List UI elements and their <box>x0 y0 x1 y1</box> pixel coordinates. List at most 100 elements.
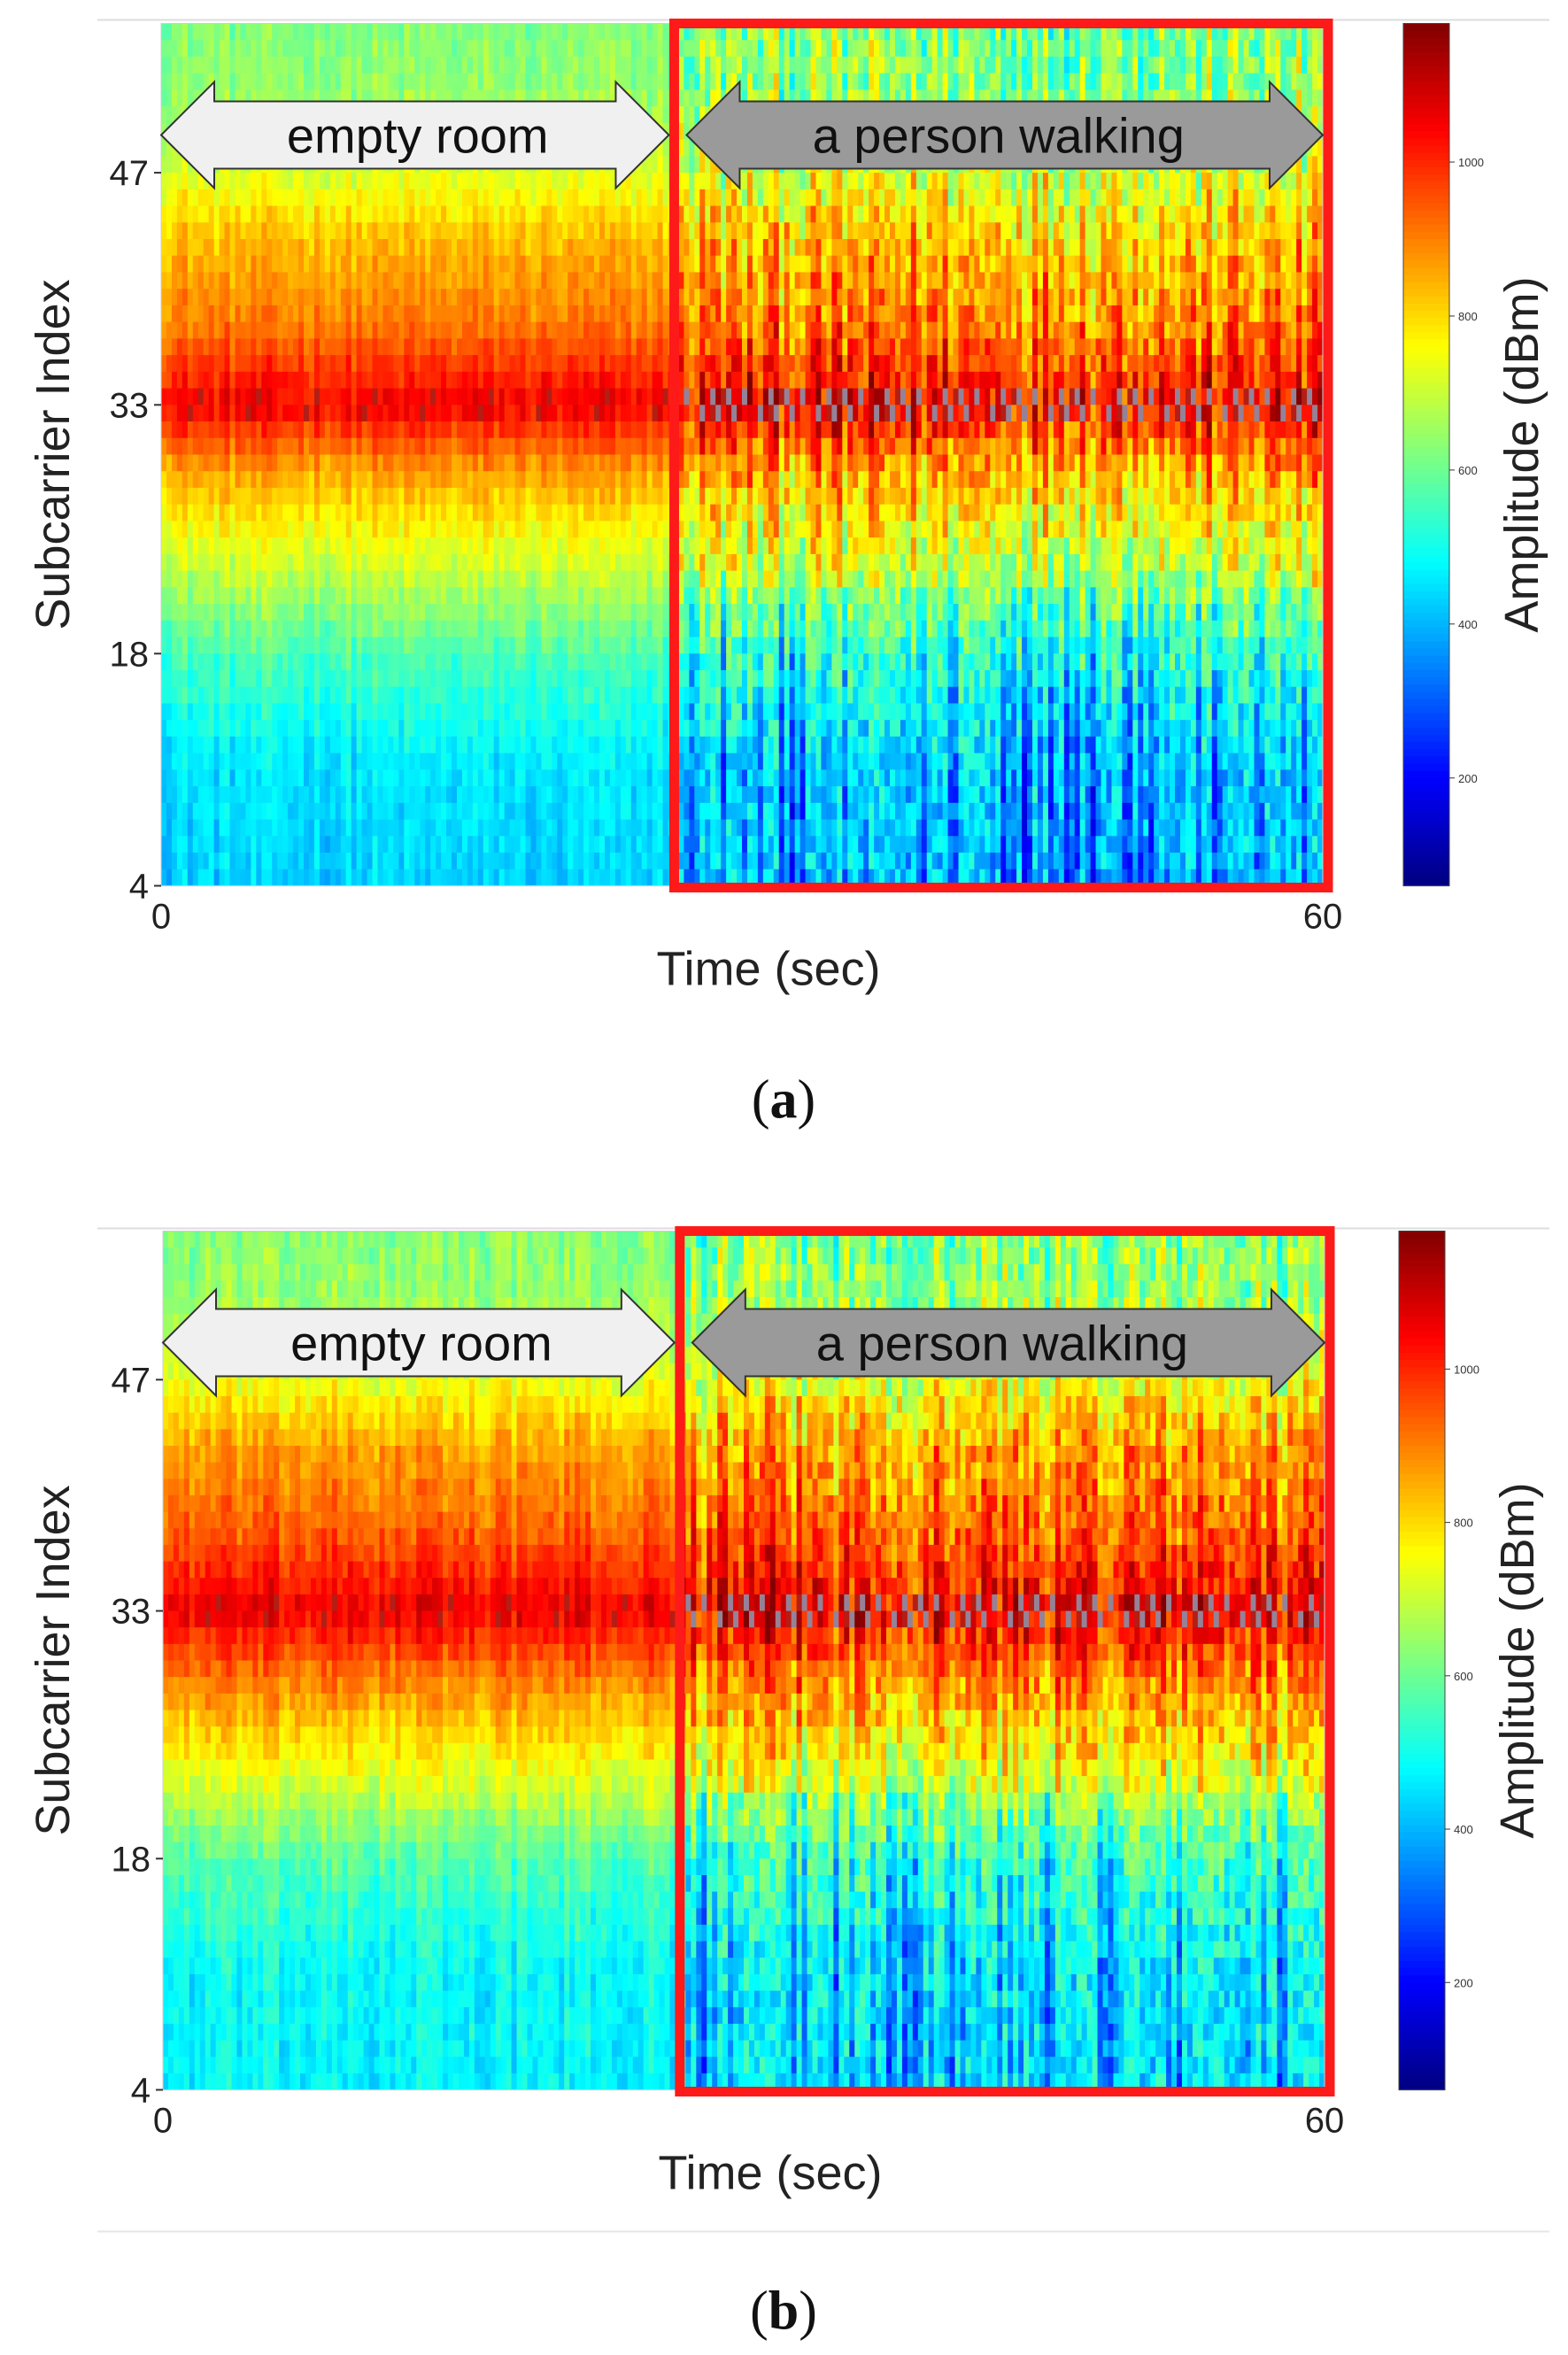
heatmap-cell <box>906 256 912 273</box>
heatmap-cell <box>684 389 690 405</box>
heatmap-cell <box>932 222 938 239</box>
heatmap-cell <box>266 272 273 289</box>
heatmap-cell <box>172 338 178 355</box>
heatmap-cell <box>256 206 262 223</box>
heatmap-cell <box>198 305 205 322</box>
heatmap-cell <box>890 73 896 90</box>
heatmap-cell <box>499 173 506 189</box>
heatmap-cell <box>647 57 653 73</box>
heatmap-cell <box>959 73 965 90</box>
heatmap-cell <box>494 173 500 189</box>
heatmap-cell <box>605 256 611 273</box>
heatmap-cell <box>916 338 923 355</box>
heatmap-cell <box>1270 272 1276 289</box>
heatmap-cell <box>922 40 928 57</box>
heatmap-cell <box>541 322 547 339</box>
heatmap-cell <box>1201 222 1208 239</box>
heatmap-cell <box>721 189 727 206</box>
heatmap-cell <box>615 322 622 339</box>
heatmap-cell <box>890 222 896 239</box>
heatmap-cell <box>530 189 537 206</box>
heatmap-cell <box>831 355 838 372</box>
heatmap-cell <box>954 272 960 289</box>
heatmap-cell <box>916 57 923 73</box>
heatmap-cell <box>1064 222 1070 239</box>
heatmap-cell <box>1217 305 1224 322</box>
heatmap-cell <box>298 389 305 405</box>
heatmap-cell <box>699 372 706 389</box>
heatmap-cell <box>758 222 764 239</box>
heatmap-cell <box>541 272 547 289</box>
heatmap-cell <box>325 73 331 90</box>
heatmap-cell <box>425 222 431 239</box>
heatmap-cell <box>879 206 885 223</box>
heatmap-cell <box>220 24 226 41</box>
heatmap-cell <box>409 24 415 41</box>
heatmap-cell <box>1138 73 1144 90</box>
heatmap-cell <box>1064 355 1070 372</box>
heatmap-cell <box>869 73 875 90</box>
heatmap-cell <box>763 389 769 405</box>
heatmap-cell <box>811 173 817 189</box>
heatmap-cell <box>546 222 552 239</box>
heatmap-cell <box>769 305 775 322</box>
heatmap-cell <box>963 40 969 57</box>
heatmap-cell <box>879 173 885 189</box>
heatmap-cell <box>541 24 547 41</box>
heatmap-cell <box>916 305 923 322</box>
heatmap-cell <box>1312 289 1318 305</box>
heatmap-cell <box>251 189 257 206</box>
heatmap-cell <box>963 272 969 289</box>
heatmap-cell <box>209 57 215 73</box>
heatmap-cell <box>583 57 590 73</box>
heatmap-cell <box>288 173 294 189</box>
heatmap-cell <box>341 173 347 189</box>
heatmap-cell <box>182 173 189 189</box>
heatmap-cell <box>863 322 869 339</box>
heatmap-cell <box>489 289 495 305</box>
heatmap-cell <box>684 256 690 273</box>
heatmap-cell <box>441 189 447 206</box>
heatmap-cell <box>1080 73 1086 90</box>
heatmap-cell <box>826 272 832 289</box>
heatmap-cell <box>240 305 246 322</box>
heatmap-cell <box>610 272 616 289</box>
heatmap-cell <box>245 40 251 57</box>
heatmap-cell <box>1302 222 1308 239</box>
heatmap-cell <box>922 222 928 239</box>
heatmap-cell <box>842 256 848 273</box>
heatmap-cell <box>240 389 246 405</box>
heatmap-cell <box>684 272 690 289</box>
heatmap-cell <box>1048 239 1054 256</box>
heatmap-cell <box>1059 289 1065 305</box>
heatmap-cell <box>837 372 843 389</box>
heatmap-cell <box>1016 40 1023 57</box>
heatmap-cell <box>1159 372 1165 389</box>
heatmap-cell <box>245 272 251 289</box>
heatmap-cell <box>188 322 194 339</box>
heatmap-cell <box>393 73 399 90</box>
heatmap-cell <box>1196 272 1202 289</box>
heatmap-cell <box>642 189 648 206</box>
heatmap-cell <box>225 272 231 289</box>
heatmap-cell <box>1006 40 1012 57</box>
heatmap-cell <box>530 239 537 256</box>
heatmap-cell <box>847 338 854 355</box>
heatmap-cell <box>927 322 933 339</box>
heatmap-cell <box>266 389 273 405</box>
heatmap-cell <box>230 272 236 289</box>
heatmap-cell <box>1159 239 1165 256</box>
heatmap-cell <box>204 222 210 239</box>
heatmap-cell <box>462 338 468 355</box>
heatmap-cell <box>166 189 173 206</box>
heatmap-cell <box>245 73 251 90</box>
heatmap-cell <box>837 389 843 405</box>
heatmap-cell <box>1027 206 1033 223</box>
heatmap-cell <box>784 256 791 273</box>
heatmap-cell <box>699 239 706 256</box>
heatmap-cell <box>188 272 194 289</box>
heatmap-cell <box>1048 305 1054 322</box>
heatmap-cell <box>251 355 257 372</box>
heatmap-cell <box>1143 338 1149 355</box>
heatmap-cell <box>177 173 183 189</box>
